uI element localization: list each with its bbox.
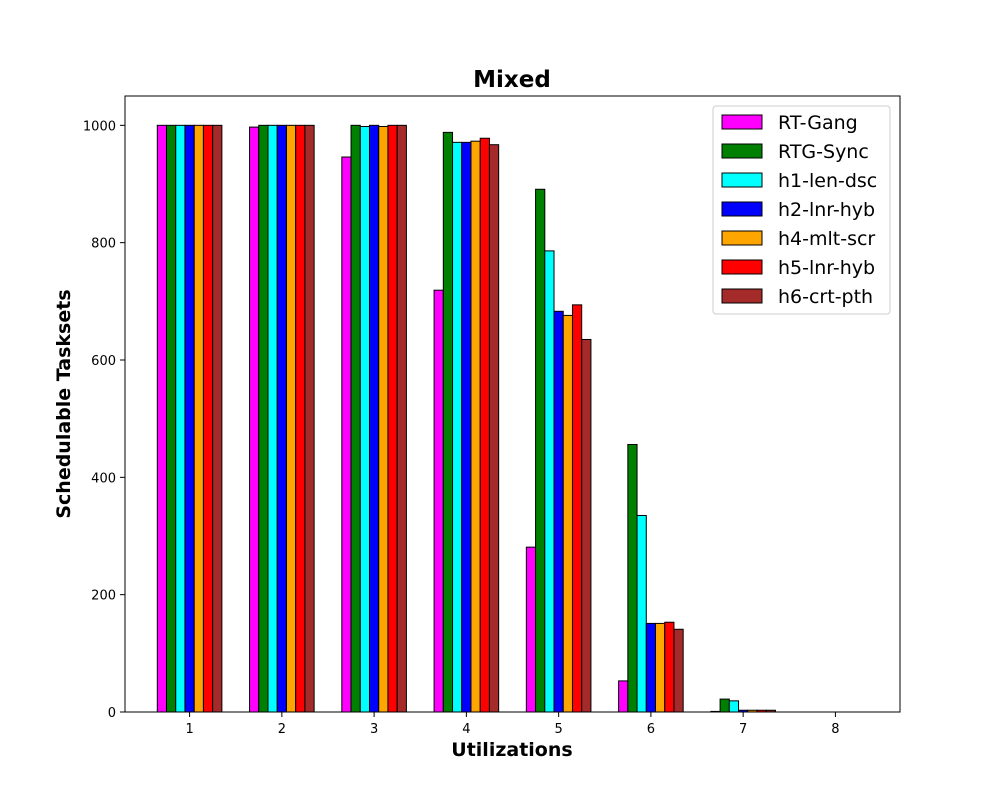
bar-h1-len-dsc-2 [267, 124, 278, 713]
bar-h1-len-dsc-4 [452, 141, 463, 713]
plot-frame [124, 95, 901, 713]
bar-h1-len-dsc-5 [544, 250, 555, 713]
bar-h4-mlt-scr-4 [470, 140, 481, 713]
bar-h2-lnr-hyb-3 [368, 124, 380, 713]
bar-h5-lnr-hyb-2 [295, 124, 306, 713]
y-tick-label: 0 [108, 706, 116, 721]
bar-h2-lnr-hyb-6 [645, 622, 657, 713]
bar-RT-Gang-3 [341, 156, 352, 713]
bar-h5-lnr-hyb-3 [387, 124, 398, 713]
bar-h2-lnr-hyb-2 [276, 124, 287, 713]
x-tick-label: 3 [370, 722, 378, 737]
bar-h6-crt-pth-2 [304, 124, 315, 713]
bar-h6-crt-pth-5 [581, 338, 592, 713]
bar-RTG-Sync-7 [719, 698, 730, 713]
y-tick-label: 400 [91, 471, 116, 486]
x-tick-label: 8 [831, 722, 839, 737]
legend-swatch [721, 114, 763, 130]
bar-RT-Gang-4 [433, 289, 444, 713]
bar-h4-mlt-scr-5 [562, 314, 573, 713]
legend-label: RT-Gang [778, 112, 858, 134]
x-tick-label: 1 [185, 722, 193, 737]
y-tick-label: 600 [91, 354, 116, 369]
legend-swatch [721, 172, 763, 188]
bar-RT-Gang-5 [525, 546, 537, 713]
bar-RTG-Sync-1 [166, 124, 177, 713]
legend-swatch [721, 259, 763, 275]
bar-h4-mlt-scr-1 [193, 124, 204, 713]
bar-h2-lnr-hyb-1 [184, 124, 195, 713]
bar-RTG-Sync-2 [258, 124, 269, 713]
bar-RTG-Sync-6 [627, 443, 638, 713]
x-tick-label: 6 [647, 722, 655, 737]
y-tick-label: 800 [91, 237, 116, 252]
bar-h6-crt-pth-1 [212, 124, 223, 713]
x-axis-title: Utilizations [451, 739, 572, 761]
legend-label: h4-mlt-scr [778, 228, 875, 250]
bars-layer [156, 124, 776, 713]
x-tick-label: 2 [278, 722, 286, 737]
bar-h4-mlt-scr-6 [655, 622, 666, 713]
bar-h5-lnr-hyb-4 [479, 137, 490, 713]
bar-RT-Gang-6 [618, 680, 629, 713]
bar-RT-Gang-2 [249, 126, 260, 713]
bar-RTG-Sync-5 [535, 188, 546, 713]
bar-h1-len-dsc-7 [728, 700, 740, 713]
legend-label: h6-crt-pth [778, 286, 873, 308]
bar-h1-len-dsc-6 [636, 514, 647, 713]
bar-h6-crt-pth-6 [673, 628, 684, 713]
bar-h2-lnr-hyb-4 [461, 141, 472, 713]
chart-title: Mixed [473, 67, 551, 93]
axes-layer: 1 2 3 4 5 6 7 8 0 200 400 600 800 1000 [83, 95, 901, 737]
bar-RTG-Sync-4 [442, 131, 454, 713]
bar-h1-len-dsc-3 [359, 126, 370, 713]
y-axis-title: Schedulable Tasksets [53, 289, 75, 518]
bar-h6-crt-pth-4 [488, 144, 500, 713]
legend-swatch [721, 288, 763, 304]
y-tick-label: 200 [91, 589, 116, 604]
x-tick-label: 4 [462, 722, 470, 737]
bar-h5-lnr-hyb-1 [202, 124, 214, 713]
legend-label: h1-len-dsc [778, 170, 877, 192]
bar-h2-lnr-hyb-5 [553, 310, 564, 713]
legend-swatch [721, 143, 763, 159]
legend-swatch [721, 230, 763, 246]
bar-RTG-Sync-3 [350, 124, 361, 713]
bar-h1-len-dsc-1 [175, 124, 186, 713]
bar-h4-mlt-scr-2 [285, 124, 297, 713]
x-tick-label: 7 [739, 722, 747, 737]
legend-label: RTG-Sync [778, 141, 869, 163]
bar-RT-Gang-1 [156, 124, 168, 713]
legend: RT-Gang RTG-Sync h1-len-dsc h2-lnr-hyb h4-ml… [712, 105, 891, 315]
legend-swatch [721, 201, 763, 217]
legend-label: h5-lnr-hyb [778, 257, 875, 279]
bar-h4-mlt-scr-3 [378, 126, 389, 713]
x-tick-label: 5 [554, 722, 562, 737]
bar-h6-crt-pth-3 [396, 124, 407, 713]
bar-h5-lnr-hyb-5 [571, 304, 583, 713]
legend-label: h2-lnr-hyb [778, 199, 875, 221]
y-tick-label: 1000 [83, 119, 116, 134]
bar-h5-lnr-hyb-6 [664, 621, 675, 713]
